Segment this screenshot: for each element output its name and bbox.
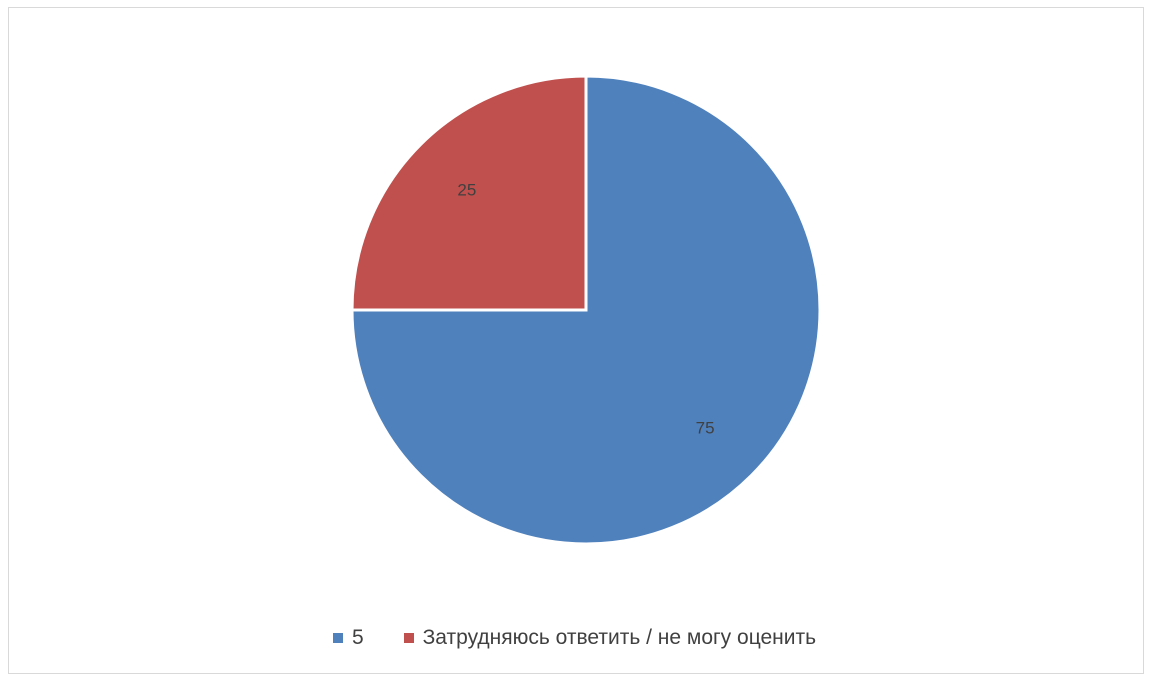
- legend-label-hard-to-answer: Затрудняюсь ответить / не могу оценить: [422, 626, 817, 649]
- chart-legend: 5 Затрудняюсь ответить / не могу оценить: [0, 626, 1149, 650]
- pie-slices: [350, 74, 822, 546]
- data-label-5: 75: [696, 419, 715, 438]
- legend-label-5: 5: [351, 626, 364, 649]
- legend-swatch-hard-to-answer: [403, 633, 414, 643]
- legend-item-5: 5: [332, 626, 364, 650]
- legend-swatch-5: [332, 633, 343, 643]
- legend-item-hard-to-answer: Затрудняюсь ответить / не могу оценить: [403, 626, 817, 650]
- pie-data-labels: 75 25: [457, 180, 714, 437]
- pie-slice-hard-to-answer: [350, 74, 588, 312]
- data-label-hard-to-answer: 25: [457, 180, 476, 199]
